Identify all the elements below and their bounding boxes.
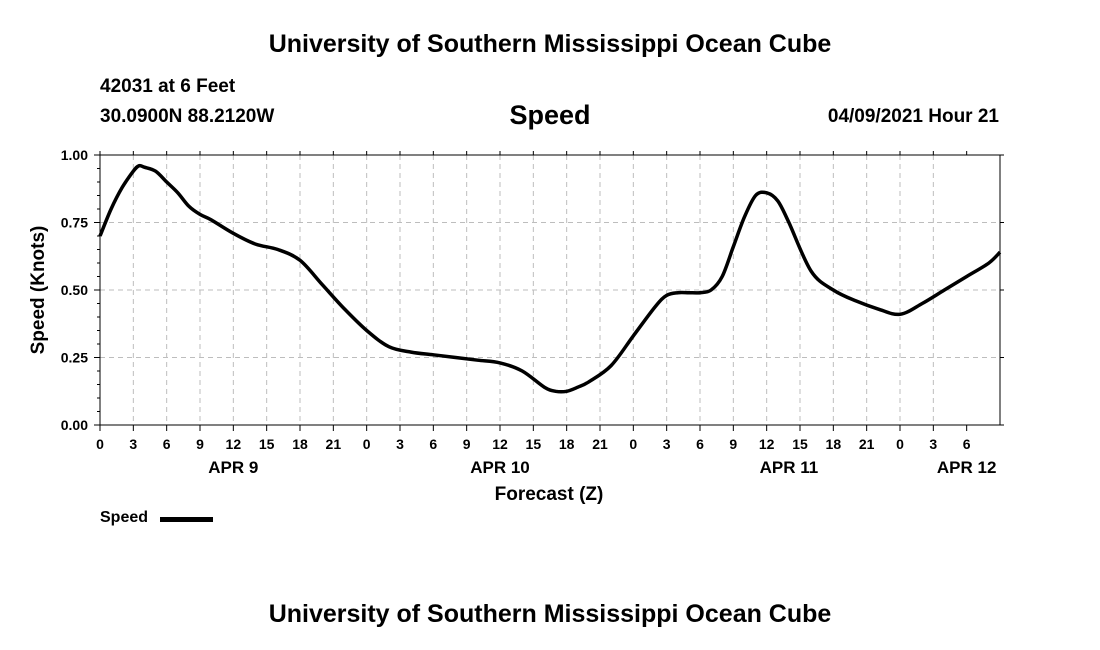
x-tick-label: 15 (792, 436, 808, 452)
x-axis-label: Forecast (Z) (495, 484, 604, 505)
x-tick-label: 18 (292, 436, 308, 452)
speed-series-line (98, 163, 1002, 394)
date-label: APR 11 (760, 458, 819, 477)
x-tick-label: 6 (696, 436, 704, 452)
station-label: 42031 at 6 Feet (100, 76, 236, 97)
footer-title: University of Southern Mississippi Ocean… (268, 600, 832, 628)
x-tick-label: 12 (226, 436, 242, 452)
x-tick-label: 18 (559, 436, 575, 452)
y-tick-label: 0.00 (61, 417, 88, 433)
y-axis-label: Speed (Knots) (28, 226, 49, 355)
x-tick-label: 6 (963, 436, 971, 452)
series-layer (98, 163, 1002, 394)
date-label: APR 9 (208, 458, 258, 477)
plot-frame (99, 154, 1001, 426)
x-tick-label: 6 (163, 436, 171, 452)
y-tick-label: 0.25 (61, 350, 88, 366)
x-tick-label: 0 (363, 436, 371, 452)
x-tick-label: 21 (592, 436, 608, 452)
x-tick-label: 12 (492, 436, 508, 452)
x-tick-label: 0 (96, 436, 104, 452)
y-tick-label: 1.00 (61, 147, 88, 163)
x-tick-label: 6 (429, 436, 437, 452)
y-tick-label: 0.75 (61, 215, 88, 231)
x-tick-label: 0 (896, 436, 904, 452)
x-tick-label: 15 (259, 436, 275, 452)
x-tick-label: 3 (663, 436, 671, 452)
y-tick-label: 0.50 (61, 282, 88, 298)
parameter-title: Speed (509, 100, 591, 130)
date-label: APR 12 (937, 458, 997, 477)
x-tick-label: 3 (929, 436, 937, 452)
x-tick-label: 3 (396, 436, 404, 452)
x-tick-label: 21 (859, 436, 875, 452)
date-label: APR 10 (470, 458, 530, 477)
x-tick-label: 18 (826, 436, 842, 452)
legend-swatch (160, 517, 213, 522)
x-tick-label: 9 (196, 436, 204, 452)
x-tick-label: 15 (526, 436, 542, 452)
axes: 0 3 6 9 12 15 18 21 0 3 6 9 12 15 18 21 0 3 6 9 12 15 18 21 0 3 6 0… (61, 147, 1004, 477)
x-tick-label: 9 (463, 436, 471, 452)
chart-title: University of Southern Mississippi Ocean… (268, 30, 832, 58)
grid (100, 155, 1000, 425)
x-tick-label: 3 (129, 436, 137, 452)
forecast-datetime: 04/09/2021 Hour 21 (827, 106, 999, 127)
x-tick-label: 9 (729, 436, 737, 452)
legend-label: Speed (100, 509, 149, 526)
x-tick-label: 12 (759, 436, 775, 452)
station-coordinates: 30.0900N 88.2120W (100, 106, 275, 127)
x-tick-label: 0 (629, 436, 637, 452)
x-tick-label: 21 (326, 436, 342, 452)
